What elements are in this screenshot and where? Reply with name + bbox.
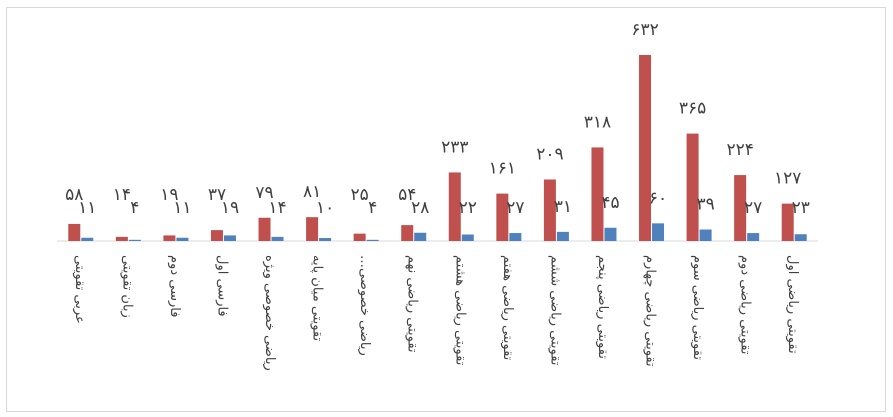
category-label-15: تقویتی ریاضی اول [785,255,800,354]
bar-series2-3 [223,235,236,241]
bar-series2-1 [128,239,141,241]
bar-series1-4 [258,217,271,241]
bar-series2-9 [509,233,522,241]
bar-series2-14 [747,233,760,241]
bar-series1-12 [639,55,652,241]
category-label-9: تقویتی ریاضی هفتم [500,255,515,361]
bar-series1-0 [68,223,81,241]
bar-series1-14 [734,175,747,241]
data-label-series1-0: ۵۸ [65,185,83,205]
bar-series1-5 [306,217,319,241]
data-label-series2-2: ۱۱ [173,198,191,218]
data-label-series1-2: ۱۹ [160,185,178,205]
data-label-series1-7: ۵۴ [398,185,416,205]
category-label-2: فارسی دوم [167,255,182,317]
data-label-series2-0: ۱۱ [78,198,96,218]
bar-series1-1 [115,236,128,241]
data-label-series1-12: ۶۳۲ [631,20,658,40]
data-label-series1-6: ۲۵ [351,185,369,205]
bar-series1-13 [686,133,699,241]
category-label-1: زبان تقویتی [119,255,134,318]
bar-series1-2 [163,235,176,241]
bar-series2-4 [271,236,284,241]
category-label-12: تقویتی ریاضی چهارم [643,255,658,367]
bar-series1-3 [210,230,223,241]
data-label-series1-13: ۳۶۵ [679,99,706,119]
data-label-series1-8: ۲۳۳ [441,137,468,157]
bar-series1-11 [591,147,604,241]
bar-series1-8 [448,172,461,241]
data-label-series1-11: ۳۱۸ [584,112,611,132]
category-label-5: تقویتی میان پایه [310,255,325,341]
bar-series1-10 [543,179,556,241]
data-label-series1-15: ۱۲۷ [774,169,801,189]
data-label-series2-8: ۲۲ [459,198,477,218]
data-label-series1-1: ۱۴ [113,185,131,205]
data-label-series2-15: ۲۳ [792,198,810,218]
category-label-11: تقویتی ریاضی پنجم [595,255,610,359]
category-label-14: تقویتی ریاضی دوم [738,255,753,355]
bar-series2-2 [176,237,189,241]
data-label-series2-14: ۲۷ [744,198,762,218]
data-label-series2-12: ۶۰ [649,188,667,208]
data-label-series2-9: ۲۷ [506,198,524,218]
data-label-series2-3: ۱۹ [221,198,239,218]
bar-series2-0 [81,237,94,241]
bar-series2-10 [556,231,569,241]
bar-series1-9 [496,193,509,241]
bar-series2-15 [794,234,807,241]
bar-series2-5 [319,238,332,241]
bar-series2-6 [366,239,379,241]
bar-series1-7 [401,225,414,241]
category-label-4: ریاضی خصوصی ویژه [262,255,277,371]
category-label-13: تقویتی ریاضی سوم [690,255,705,360]
bar-series2-8 [461,234,474,241]
bar-series2-7 [414,232,427,241]
data-label-series1-9: ۱۶۱ [489,159,516,179]
data-label-series2-10: ۳۱ [554,197,572,217]
bar-series2-13 [699,229,712,241]
data-label-series2-11: ۴۵ [601,193,619,213]
category-label-0: عربی تقویتی [72,255,87,324]
data-label-series1-4: ۷۹ [255,183,273,203]
data-label-series1-5: ۸۱ [303,182,321,202]
bar-series2-11 [604,227,617,241]
data-label-series2-7: ۲۸ [411,198,429,218]
category-label-3: فارسی اول [214,255,229,317]
data-label-series1-14: ۲۲۴ [726,140,753,160]
category-label-7: تقویتی ریاضی نهم [405,255,420,353]
data-label-series2-6: ۴ [368,198,377,218]
category-label-8: تقویتی ریاضی هشتم [452,255,467,366]
data-label-series2-13: ۳۹ [696,195,714,215]
data-label-series2-4: ۱۴ [268,198,286,218]
data-label-series2-1: ۴ [130,198,139,218]
data-label-series1-10: ۲۰۹ [536,144,563,164]
bar-series1-6 [353,233,366,241]
data-label-series1-3: ۳۷ [208,185,226,205]
bar-series1-15 [781,203,794,241]
data-label-series2-5: ۱۰ [316,198,334,218]
category-label-6: ریاضی خصوصی… [357,255,372,356]
bar-series2-12 [652,223,665,241]
category-label-10: تقویتی ریاضی ششم [547,255,562,366]
